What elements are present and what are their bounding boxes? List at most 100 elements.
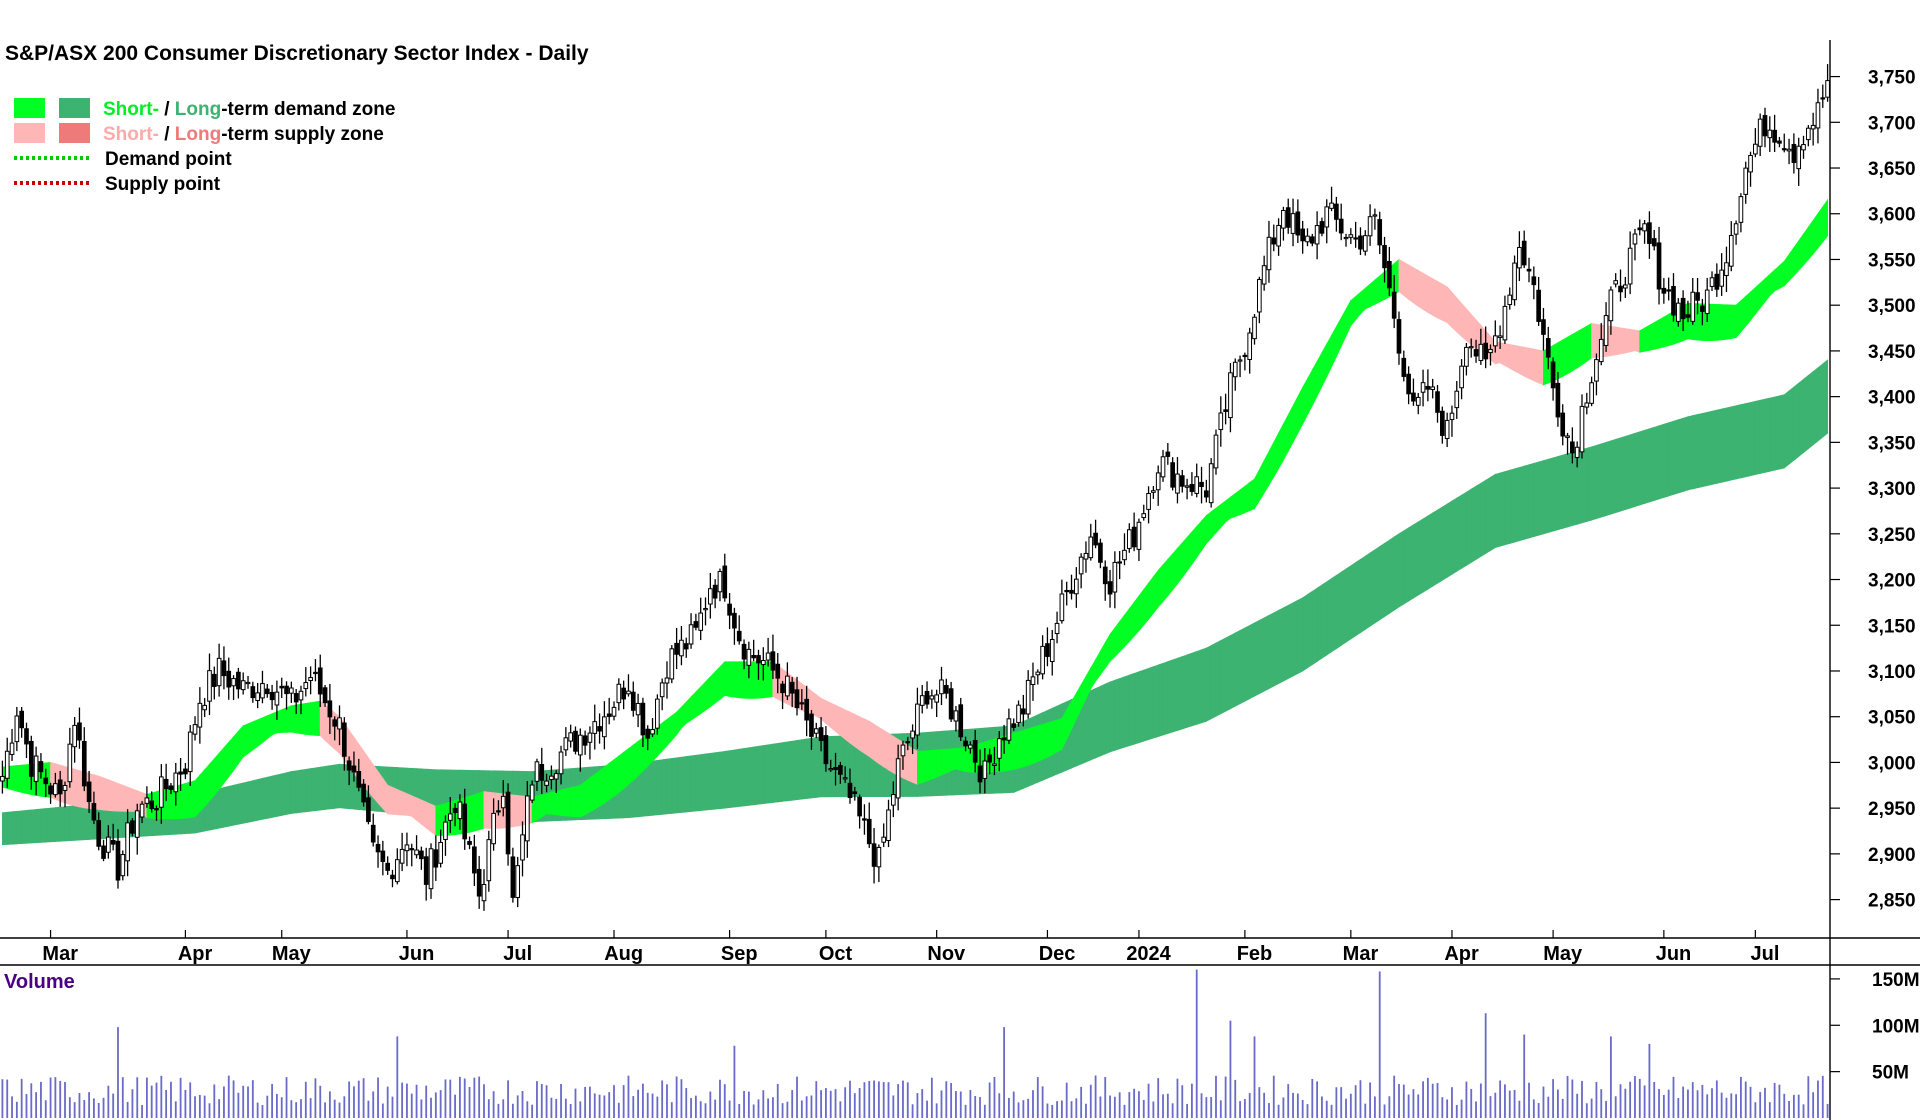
- volume-bar: [1754, 1102, 1757, 1118]
- long-term-zone-segment: [1326, 577, 1332, 656]
- candle-body: [462, 803, 468, 840]
- candle-body: [1570, 441, 1575, 454]
- candle-body: [1131, 526, 1137, 548]
- volume-bar: [1195, 969, 1198, 1118]
- short-term-zone-segment: [1307, 368, 1313, 415]
- short-term-zone-segment: [1027, 726, 1034, 766]
- volume-bar: [1431, 1083, 1434, 1118]
- long-term-zone-segment: [247, 780, 254, 823]
- short-term-zone-segment: [228, 735, 234, 778]
- candle-body: [1497, 335, 1503, 338]
- short-term-zone-segment: [1721, 304, 1727, 341]
- short-term-zone-segment: [257, 717, 263, 748]
- short-term-zone-segment: [1100, 641, 1106, 676]
- candle-body: [1300, 228, 1306, 242]
- candle-body: [33, 755, 39, 782]
- candle-body: [1786, 148, 1792, 152]
- volume-bar: [1441, 1097, 1444, 1118]
- volume-bar: [974, 1096, 977, 1118]
- long-term-zone-segment: [1470, 485, 1477, 564]
- short-term-zone-segment: [1210, 507, 1217, 540]
- volume-bar: [1451, 1087, 1453, 1118]
- candle-body: [1218, 412, 1224, 431]
- volume-bar: [1036, 1076, 1039, 1118]
- volume-bar: [694, 1095, 697, 1118]
- volume-bar: [44, 1100, 47, 1118]
- chart-title: S&P/ASX 200 Consumer Discretionary Secto…: [5, 42, 589, 65]
- long-term-zone-segment: [1100, 683, 1106, 757]
- volume-bar: [1542, 1086, 1545, 1118]
- short-term-zone-segment: [103, 777, 109, 811]
- candle-body: [481, 884, 487, 902]
- long-term-zone-segment: [1388, 536, 1395, 615]
- candle-body: [77, 722, 82, 741]
- volume-bar: [940, 1090, 943, 1118]
- volume-bar: [218, 1099, 221, 1118]
- candle-body: [1762, 115, 1768, 137]
- volume-bar: [1243, 1099, 1246, 1118]
- volume-bar: [1426, 1077, 1429, 1118]
- candle-body: [717, 571, 723, 593]
- candle-body: [813, 728, 819, 734]
- volume-bar: [926, 1100, 928, 1118]
- candle-body: [1473, 349, 1479, 357]
- long-term-zone-segment: [1273, 609, 1279, 687]
- volume-bar: [998, 1093, 1001, 1118]
- candle-body: [1362, 235, 1368, 252]
- long-term-zone-segment: [1480, 479, 1487, 558]
- candle-body: [1136, 521, 1142, 550]
- volume-bar: [247, 1086, 249, 1118]
- volume-bar: [829, 1090, 832, 1118]
- volume-bar: [1740, 1076, 1742, 1118]
- short-term-zone-segment: [233, 730, 239, 772]
- candle-body: [1488, 348, 1493, 354]
- volume-bar: [406, 1083, 408, 1118]
- candle-body: [1613, 280, 1619, 285]
- short-term-zone-segment: [1735, 299, 1742, 339]
- candle-body: [327, 700, 333, 718]
- legend-demand-zone: Short- / Long-term demand zone: [103, 99, 395, 120]
- long-term-zone-segment: [1779, 394, 1785, 470]
- candle-body: [433, 849, 439, 868]
- short-term-zone-segment: [396, 788, 403, 816]
- short-term-zone-segment: [1056, 717, 1063, 753]
- candle-body: [1160, 456, 1166, 478]
- candle-body: [1348, 234, 1354, 238]
- volume-bar: [738, 1104, 741, 1118]
- long-term-zone-segment: [1711, 409, 1718, 485]
- volume-bar: [1499, 1080, 1502, 1118]
- short-term-zone-segment: [849, 711, 856, 748]
- long-term-zone-segment: [1398, 530, 1405, 608]
- short-term-zone-segment: [758, 661, 764, 699]
- volume-bar: [1711, 1088, 1713, 1118]
- candle-body: [1391, 291, 1397, 319]
- volume-bar: [1075, 1098, 1078, 1118]
- long-term-zone-segment: [11, 810, 18, 845]
- volume-bar: [1788, 1101, 1790, 1118]
- volume-bar: [685, 1088, 688, 1118]
- long-term-zone-segment: [811, 737, 817, 799]
- short-term-zone-segment: [1716, 304, 1723, 341]
- long-term-zone-segment: [709, 752, 716, 811]
- short-term-zone-segment: [1051, 719, 1058, 756]
- volume-bar: [1398, 1084, 1400, 1118]
- candle-body: [939, 679, 944, 695]
- long-term-zone-segment: [1186, 652, 1193, 728]
- volume-bar: [1354, 1085, 1357, 1118]
- volume-bar: [1653, 1081, 1656, 1118]
- price-tick-label: 2,850: [1868, 891, 1916, 912]
- candle-body: [53, 783, 58, 796]
- volume-bar: [131, 1089, 134, 1118]
- volume-bar: [584, 1086, 587, 1118]
- short-term-zone-segment: [1201, 514, 1207, 552]
- long-term-zone-segment: [1547, 457, 1554, 533]
- candle-body: [621, 687, 626, 700]
- long-term-zone-segment: [1393, 533, 1400, 611]
- candle-body: [1454, 390, 1460, 409]
- short-term-zone-segment: [252, 719, 259, 751]
- long-term-zone-segment: [237, 782, 244, 825]
- short-term-zone-segment: [859, 716, 865, 755]
- long-term-zone-segment: [262, 776, 268, 820]
- long-term-zone-segment: [1692, 414, 1698, 490]
